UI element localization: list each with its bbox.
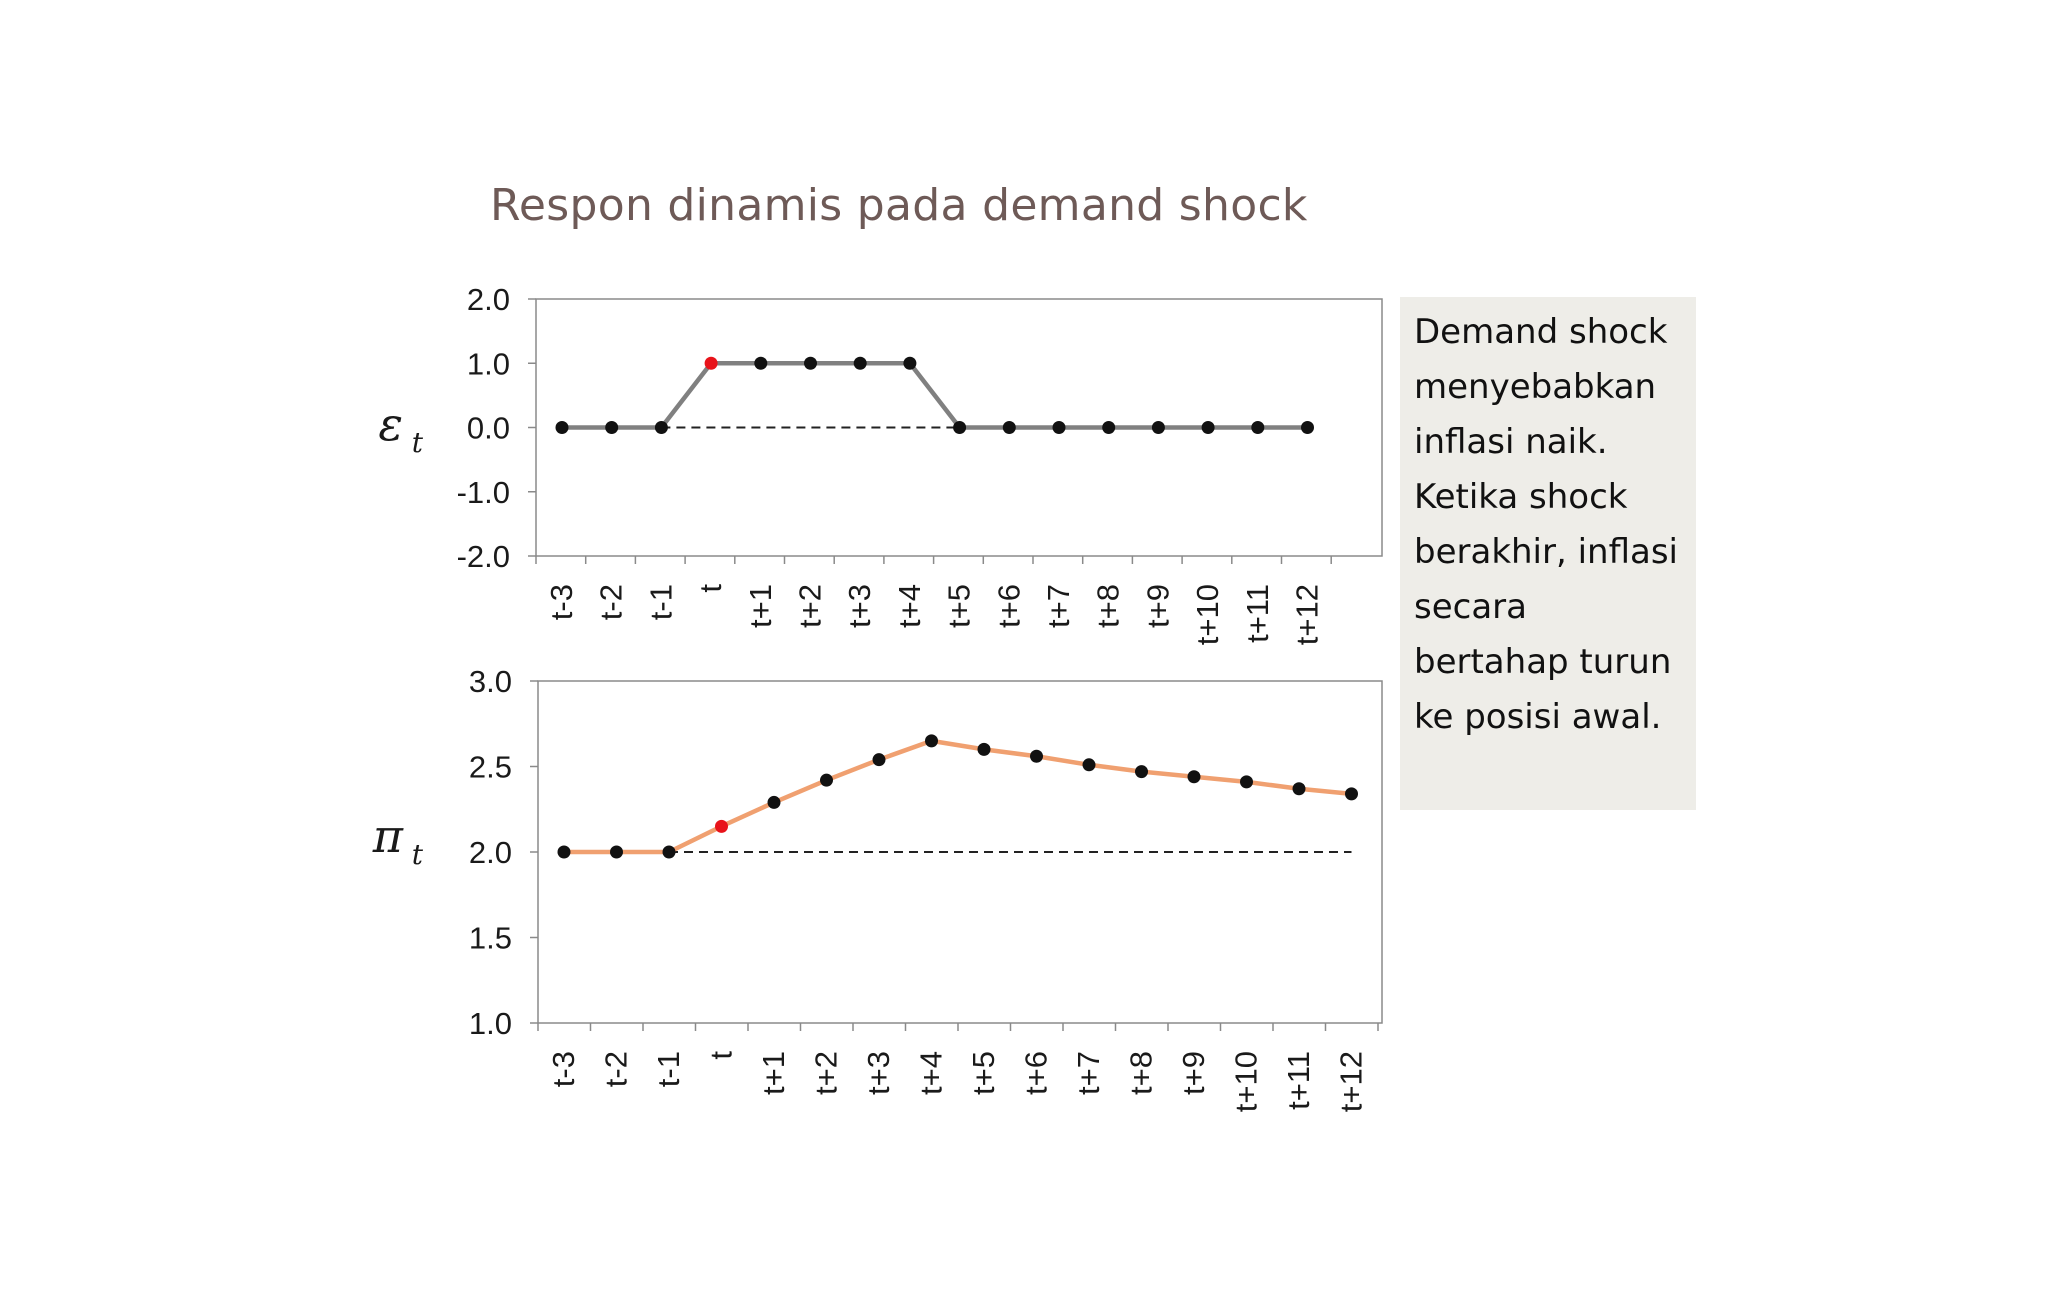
x-tick-label: t+11 (1240, 584, 1275, 643)
highlight-point (715, 819, 728, 833)
data-point (1135, 765, 1148, 779)
slide-title: Respon dinamis pada demand shock (490, 180, 1308, 231)
y-tick-label: 2.5 (469, 750, 512, 785)
data-point (557, 845, 571, 859)
y-tick-label: -2.0 (457, 539, 510, 574)
x-tick-label: t+2 (793, 584, 828, 628)
x-tick-label: t+6 (1019, 1051, 1054, 1095)
x-tick-label: t+1 (756, 1051, 791, 1095)
x-tick-label: t-1 (643, 584, 678, 620)
x-tick-label: t+1 (743, 584, 778, 628)
data-point (1002, 421, 1016, 434)
x-tick-label: t-2 (594, 584, 629, 620)
x-tick-label: t+4 (914, 1051, 949, 1095)
y-tick-label: 2.0 (467, 282, 510, 317)
x-tick-label: t-2 (599, 1051, 634, 1087)
data-point (767, 795, 781, 809)
y-axis-symbol-subscript: t (412, 426, 424, 459)
data-point (804, 356, 817, 370)
x-tick-label: t-3 (546, 1051, 581, 1087)
x-tick-label: t+3 (861, 1051, 896, 1095)
x-tick-label: t+6 (991, 584, 1026, 628)
y-tick-label: 1.5 (469, 921, 512, 956)
data-point (1052, 421, 1066, 434)
data-point (654, 421, 668, 434)
x-tick-label: t-1 (651, 1051, 686, 1087)
data-point (853, 356, 867, 370)
y-tick-label: 2.0 (469, 835, 512, 870)
data-point (1201, 421, 1215, 434)
x-tick-label: t+9 (1176, 1051, 1211, 1095)
x-tick-label: t+9 (1140, 584, 1175, 628)
data-point (1345, 787, 1358, 801)
data-point (903, 356, 917, 370)
y-tick-label: 3.0 (469, 664, 512, 699)
data-point (1240, 775, 1253, 789)
x-tick-label: t+10 (1229, 1051, 1264, 1112)
data-point (953, 421, 967, 434)
x-tick-label: t+4 (892, 584, 927, 628)
x-tick-label: t+2 (809, 1051, 844, 1095)
x-tick-label: t (693, 584, 728, 593)
x-tick-label: t+12 (1334, 1051, 1369, 1112)
series-line (562, 361, 1308, 430)
inflation-chart: 3.0 2.5 2.0 1.5 1.0 t-3 t-2 t-1 t t+1 t+2 t+3 t+4 t+5… (372, 664, 1383, 1112)
y-tick-label: -1.0 (457, 475, 510, 510)
data-point (1082, 758, 1096, 772)
x-tick-label: t+8 (1124, 1051, 1159, 1095)
data-point (872, 753, 886, 767)
data-point (610, 845, 623, 859)
y-axis-symbol-subscript: t (412, 838, 424, 871)
data-point (1292, 782, 1306, 796)
data-point (1301, 421, 1314, 434)
data-point (1102, 421, 1116, 434)
x-tick-label: t+7 (1041, 584, 1076, 628)
data-point (1187, 770, 1201, 784)
x-tick-label: t-3 (544, 584, 579, 620)
x-tick-label: t (704, 1051, 739, 1060)
x-tick-label: t+7 (1071, 1051, 1106, 1095)
series-line (564, 738, 1352, 855)
data-point (977, 742, 991, 756)
data-point (1251, 421, 1265, 434)
data-point (662, 845, 676, 859)
y-axis-symbol: π (372, 809, 404, 863)
x-tick-label: t+10 (1190, 584, 1225, 645)
data-point (1151, 421, 1165, 434)
x-tick-label: t+11 (1281, 1051, 1316, 1110)
data-point (605, 421, 619, 434)
x-tick-label: t+5 (942, 584, 977, 628)
epsilon-chart: 2.0 1.0 0.0 -1.0 -2.0 t-3 t-2 t-1 t t+1 t+2 t+3 t+4 t… (378, 282, 1383, 645)
x-tick-label: t+8 (1091, 584, 1126, 628)
y-axis-symbol: ε (378, 397, 403, 451)
x-tick-label: t+5 (966, 1051, 1001, 1095)
y-tick-label: 0.0 (467, 411, 510, 446)
y-tick-label: 1.0 (467, 346, 510, 381)
data-point (820, 773, 833, 787)
note-text: Demand shock menyebabkan inflasi naik. K… (1414, 312, 1678, 737)
data-point (925, 734, 938, 748)
y-tick-label: 1.0 (469, 1006, 512, 1041)
x-tick-label: t+3 (842, 584, 877, 628)
data-point (1030, 749, 1043, 763)
highlight-point (704, 356, 718, 370)
x-tick-label: t+12 (1290, 584, 1325, 645)
data-point (555, 421, 569, 434)
note-box: Demand shock menyebabkan inflasi naik. K… (1400, 297, 1696, 810)
data-point (754, 356, 768, 370)
